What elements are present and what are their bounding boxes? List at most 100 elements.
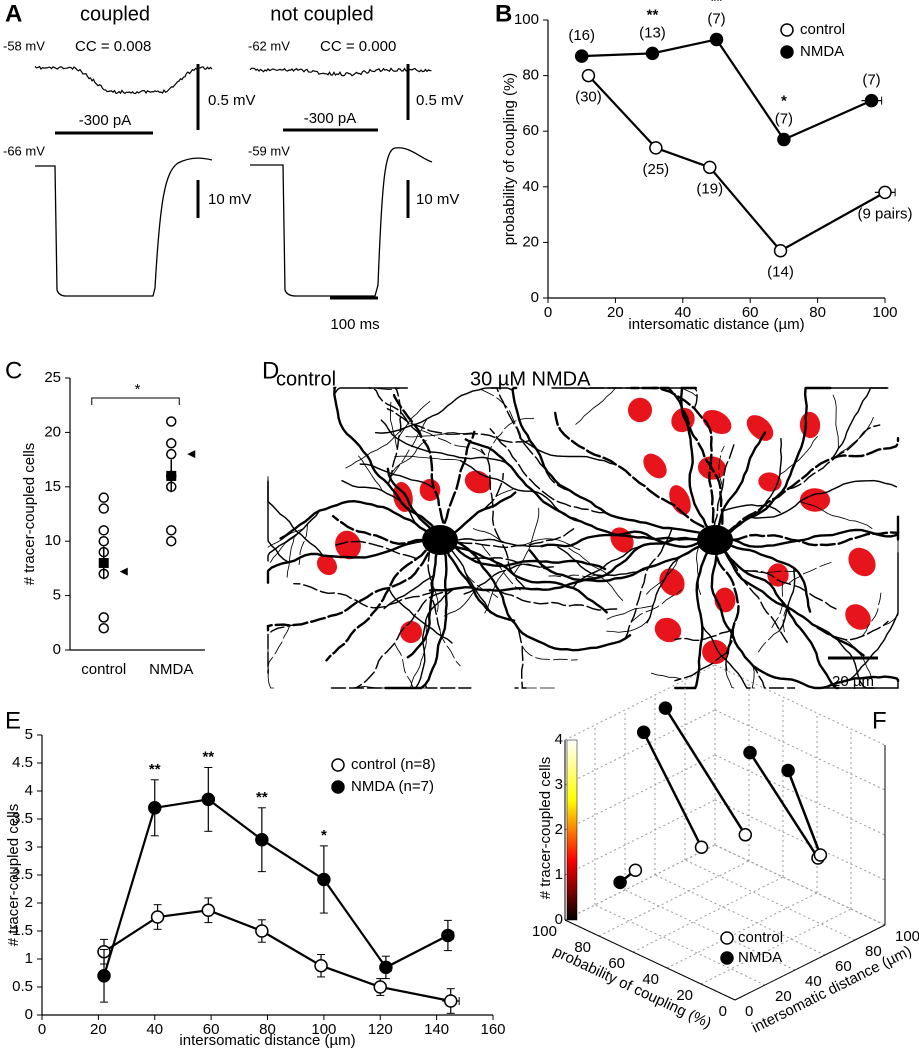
dendrite: [713, 538, 840, 690]
legend-label: NMDA: [738, 949, 782, 966]
y-tick-label: 60: [608, 955, 625, 972]
panel-letter: C: [5, 357, 22, 384]
point-label: (30): [575, 89, 602, 106]
y-tick-label: 5: [53, 587, 61, 604]
y-tick-label: 100: [514, 11, 539, 28]
dendrite: [387, 387, 402, 485]
current-label: -300 pA: [79, 112, 132, 129]
y-tick-label: 5: [25, 726, 33, 743]
x-tick-label: 60: [742, 304, 759, 321]
marker: [97, 969, 111, 983]
dendrite: [483, 472, 504, 511]
marker: [694, 840, 709, 854]
cc-label: CC = 0.000: [320, 38, 396, 55]
cc-label: CC = 0.008: [75, 38, 151, 55]
z-axis-label: # tracer-coupled cells: [537, 757, 554, 900]
labeled-cell: [702, 639, 728, 665]
panel-letter: B: [495, 0, 512, 27]
dendrite: [463, 563, 558, 595]
labeled-cell: [758, 472, 782, 492]
x-tick-label: 40: [146, 1021, 163, 1038]
point-label: (7): [775, 111, 793, 128]
legend-label: control: [738, 929, 783, 946]
trace-shapes: [35, 64, 433, 300]
dendrite: [333, 386, 442, 542]
dendrite: [383, 574, 435, 610]
y-tick-label: 20: [522, 233, 539, 250]
dendrite: [757, 630, 780, 653]
point: [98, 492, 109, 503]
y-tick-label: 2.5: [12, 866, 33, 883]
point: [166, 525, 177, 536]
point-label: (25): [642, 161, 669, 178]
dendrite: [813, 682, 899, 689]
y-tick-label: 10: [44, 532, 61, 549]
y-tick-label: 1.5: [12, 922, 33, 939]
dendrite: [650, 672, 682, 680]
dendrite: [286, 535, 295, 578]
dendrite: [489, 428, 607, 514]
marker: [743, 745, 757, 760]
grid-line: [714, 754, 886, 836]
image-label: control: [276, 368, 336, 390]
x-tick-label: 100: [895, 928, 919, 945]
dendrite: [487, 416, 538, 461]
labeled-cell: [659, 568, 685, 596]
dendrite: [398, 400, 431, 438]
dendrite: [359, 463, 435, 489]
marker: [813, 848, 828, 862]
x-tick-label: 0: [745, 1003, 753, 1020]
potential-label: -62 mV: [248, 38, 290, 53]
panel-letter: F: [872, 707, 887, 734]
x-tick-label: 100: [872, 304, 897, 321]
dendrite: [386, 408, 531, 444]
marker: [581, 68, 596, 83]
dendrite: [718, 446, 725, 488]
panel-letter: A: [5, 0, 22, 27]
dendrite: [451, 538, 543, 548]
trace: [35, 157, 213, 297]
dendrite: [355, 587, 461, 689]
dendrite: [591, 572, 624, 601]
dendrite: [267, 623, 303, 674]
dendrite: [410, 618, 427, 689]
marker: [628, 863, 643, 877]
legend-marker: [331, 780, 345, 794]
dendrite: [557, 546, 650, 577]
dendrite: [345, 427, 406, 469]
significance: *: [135, 381, 141, 398]
grid-line: [700, 908, 852, 985]
dendrite: [427, 546, 441, 631]
x-tick-label: 140: [424, 1021, 449, 1038]
dendrite: [713, 440, 736, 529]
x-tick-label: 80: [809, 304, 826, 321]
dendrite: [405, 432, 478, 438]
significance: *: [781, 93, 787, 110]
marker: [373, 980, 387, 994]
dendrite: [518, 436, 617, 466]
y-axis-label: # tracer-coupled cells: [5, 804, 22, 947]
pair-link: [786, 770, 822, 856]
dendrite: [444, 541, 491, 614]
dendrite: [568, 547, 609, 576]
dendrite: [554, 411, 717, 542]
dendrite: [725, 663, 735, 689]
z-tick-label: 2: [555, 821, 563, 838]
labeled-cell: [767, 563, 789, 587]
dendrite: [861, 592, 882, 637]
point-label: (19): [696, 180, 723, 197]
trace-title: coupled: [80, 3, 150, 25]
significance: **: [149, 761, 161, 778]
dendrite: [267, 481, 324, 557]
dendrite: [651, 386, 717, 542]
grid-line: [564, 799, 716, 876]
point: [166, 448, 177, 460]
marker: [201, 792, 216, 807]
dendrite: [267, 625, 291, 673]
x-tick-label: control: [81, 661, 126, 678]
dendrite: [883, 599, 899, 626]
legend-label: control: [800, 21, 845, 38]
grid-line: [714, 844, 886, 926]
x-tick-label: 40: [674, 304, 691, 321]
marker: [658, 701, 673, 715]
